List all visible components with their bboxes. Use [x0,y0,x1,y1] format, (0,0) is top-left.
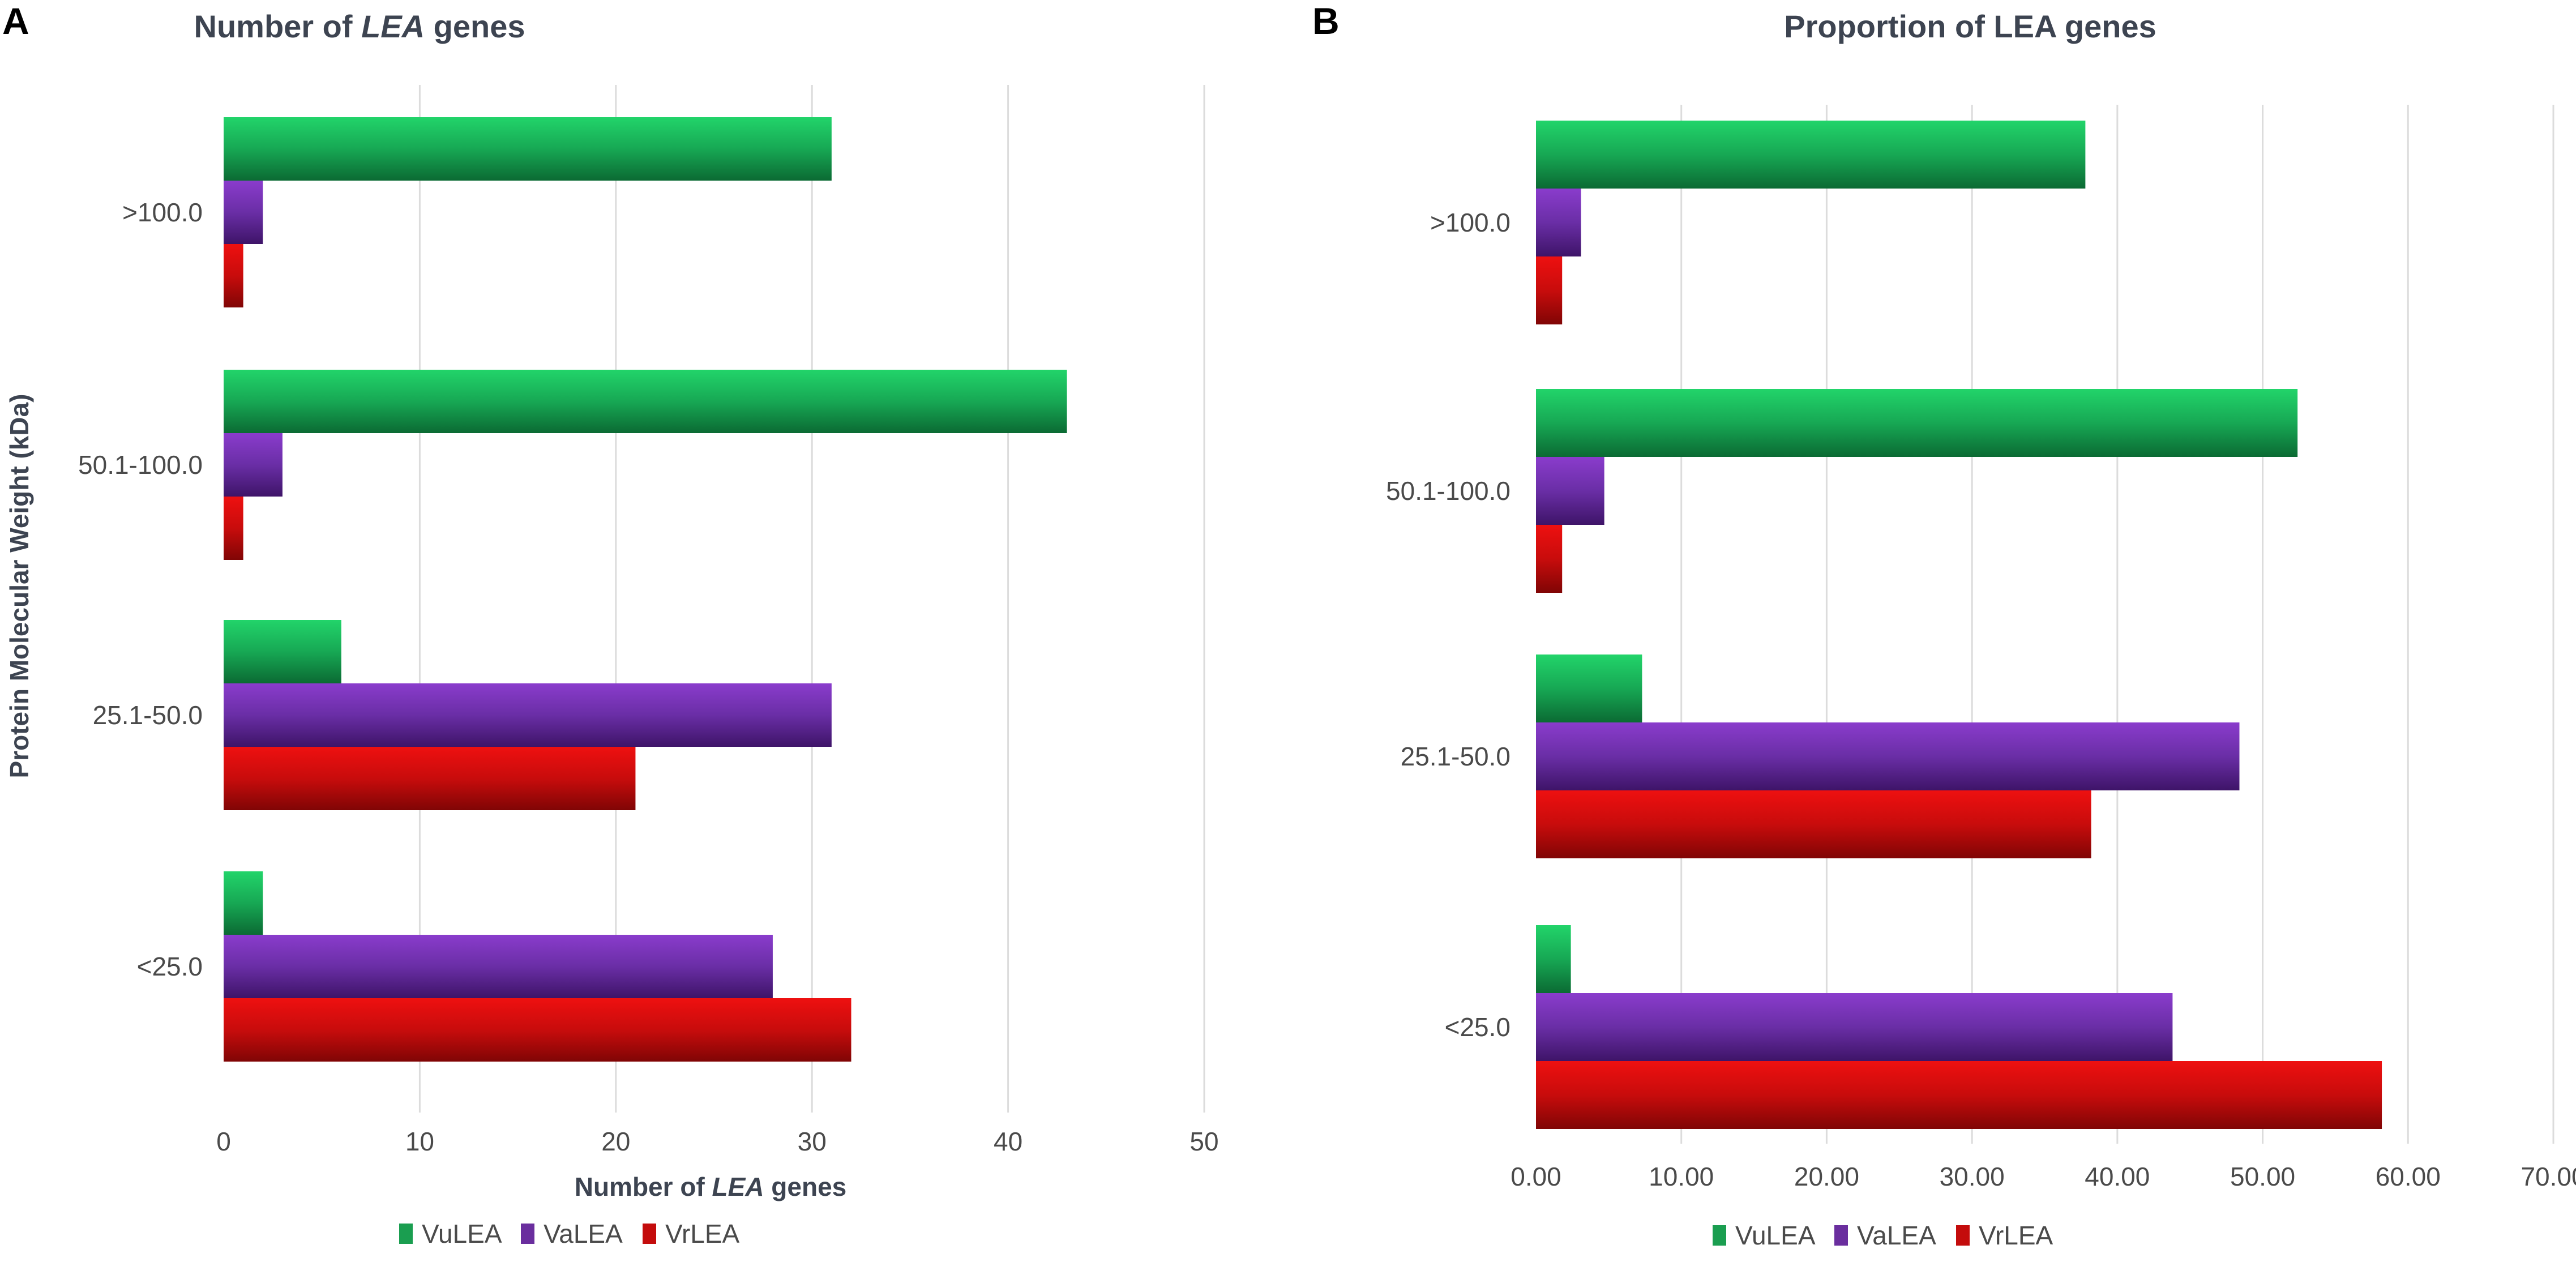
bar-vulea [1536,121,2086,189]
x-tick-label: 20.00 [1794,1162,1859,1191]
chart-b-bars [1536,121,2382,1129]
legend-label-valea: VaLEA [544,1219,623,1248]
y-category-label: 50.1-100.0 [78,450,203,480]
panel-b: B Proportion of LEA genes 0.00 10.00 20.00… [1312,0,2576,1250]
x-tick-label: 50.00 [2230,1162,2295,1191]
x-tick-label: 60.00 [2376,1162,2441,1191]
bar-vrlea [1536,790,2091,858]
chart-b-legend: VuLEA VaLEA VrLEA [1713,1221,2053,1250]
x-tick-label: 40.00 [2085,1162,2150,1191]
chart-a-y-ticks: >100.0 50.1-100.0 25.1-50.0 <25.0 [78,198,203,981]
x-tick-label: 20 [601,1127,630,1156]
y-category-label: 50.1-100.0 [1386,476,1510,506]
chart-b-y-ticks: >100.0 50.1-100.0 25.1-50.0 <25.0 [1386,208,1510,1042]
x-tick-label: 30.00 [1940,1162,2005,1191]
y-category-label: >100.0 [1430,208,1510,237]
chart-a-title: Number of LEA genes [194,8,525,44]
y-category-label: 25.1-50.0 [93,700,203,730]
chart-a-legend: VuLEA VaLEA VrLEA [399,1219,740,1248]
y-category-label: 25.1-50.0 [1401,742,1510,771]
y-category-label: <25.0 [1445,1012,1510,1042]
y-category-label: <25.0 [137,952,203,981]
legend-swatch-valea [521,1224,534,1244]
bar-vulea [224,117,832,181]
legend-label-vrlea: VrLEA [1979,1221,2053,1250]
chart-b-x-ticks: 0.00 10.00 20.00 30.00 40.00 50.00 60.00 70.00 [1510,1162,2576,1191]
legend-label-vulea: VuLEA [422,1219,502,1248]
x-tick-label: 50 [1189,1127,1218,1156]
bar-vulea [224,370,1067,433]
bar-valea [1536,993,2173,1061]
bar-vrlea [224,244,243,307]
legend-swatch-vulea [399,1224,413,1244]
panel-letter-b: B [1312,0,1340,42]
x-tick-label: 10 [405,1127,434,1156]
chart-a-y-axis-title: Protein Molecular Weight (kDa) [5,393,34,778]
legend-swatch-valea [1834,1225,1848,1246]
bar-vrlea [1536,525,1563,593]
bar-valea [1536,722,2240,790]
bar-vulea [1536,925,1571,993]
x-tick-label: 0 [216,1127,231,1156]
chart-a-x-ticks: 0 10 20 30 40 50 [216,1127,1218,1156]
bar-valea [224,433,283,497]
bar-valea [1536,457,1604,525]
y-category-label: >100.0 [122,198,203,227]
legend-label-valea: VaLEA [1857,1221,1936,1250]
bar-vrlea [224,747,636,810]
bar-vulea [1536,655,1642,722]
legend-swatch-vrlea [1956,1225,1970,1246]
x-tick-label: 10.00 [1649,1162,1714,1191]
x-tick-label: 30 [798,1127,827,1156]
bar-vrlea [1536,1061,2382,1129]
bar-vrlea [224,998,851,1062]
panel-a: A Number of LEA genes 0 10 20 30 40 50 >100.0… [2,0,1219,1248]
bar-valea [224,181,263,244]
bar-valea [224,935,773,998]
bar-valea [1536,189,1581,256]
legend-label-vrlea: VrLEA [665,1219,740,1248]
bar-vulea [1536,389,2298,457]
x-tick-label: 0.00 [1510,1162,1561,1191]
bar-vulea [224,620,341,683]
x-tick-label: 40 [994,1127,1022,1156]
legend-swatch-vulea [1713,1225,1726,1246]
bar-vulea [224,871,263,935]
chart-a-bars [224,117,1067,1062]
panel-letter-a: A [2,0,29,42]
legend-label-vulea: VuLEA [1735,1221,1816,1250]
chart-a-x-axis-title: Number of LEA genes [575,1172,847,1201]
legend-swatch-vrlea [643,1224,656,1244]
bar-vrlea [1536,256,1563,324]
x-tick-label: 70.00 [2521,1162,2576,1191]
chart-b-title: Proportion of LEA genes [1784,8,2156,44]
bar-vrlea [224,497,243,560]
chart-b-gridlines [1680,105,2554,1144]
bar-valea [224,683,832,747]
